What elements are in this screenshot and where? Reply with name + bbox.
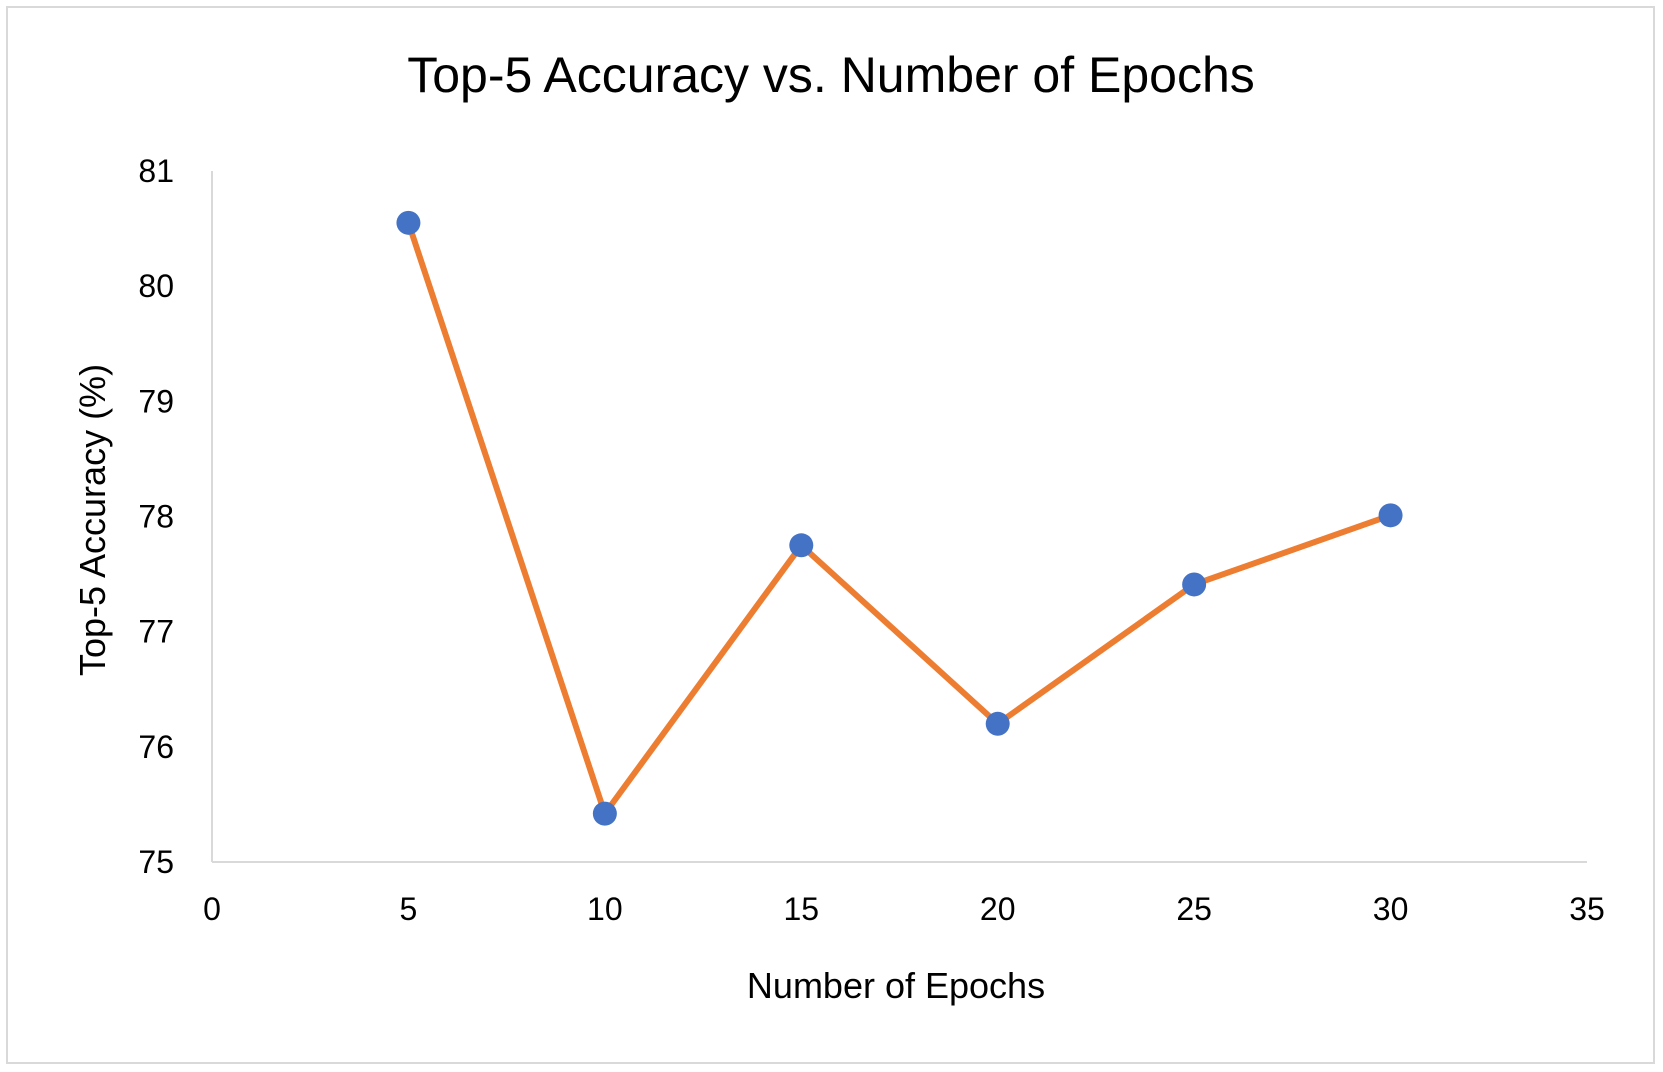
x-tick-label: 20 <box>980 891 1016 927</box>
y-axis-title: Top-5 Accuracy (%) <box>72 364 113 676</box>
x-tick-label: 0 <box>203 891 221 927</box>
x-tick-label: 5 <box>400 891 418 927</box>
y-tick-labels: 75 76 77 78 79 80 81 <box>138 153 174 880</box>
series-points-group <box>396 210 1403 826</box>
y-tick-label: 76 <box>138 729 174 765</box>
axes <box>211 171 1587 863</box>
series-line <box>405 219 1394 817</box>
chart-title: Top-5 Accuracy vs. Number of Epochs <box>407 47 1255 103</box>
data-point <box>985 711 1010 736</box>
x-axis-title: Number of Epochs <box>747 965 1045 1006</box>
data-point <box>396 210 421 235</box>
x-tick-label: 30 <box>1373 891 1409 927</box>
data-point <box>1378 503 1403 528</box>
x-tick-label: 15 <box>783 891 819 927</box>
y-tick-label: 81 <box>138 153 174 189</box>
x-tick-label: 25 <box>1176 891 1212 927</box>
x-tick-label: 35 <box>1569 891 1605 927</box>
chart-frame <box>6 6 1655 1064</box>
y-tick-label: 79 <box>138 383 174 419</box>
x-tick-labels: 0 5 10 15 20 25 30 35 <box>203 891 1605 927</box>
y-tick-label: 75 <box>138 844 174 880</box>
x-tick-label: 10 <box>587 891 623 927</box>
series-line-group <box>405 219 1394 817</box>
data-point <box>592 801 617 826</box>
data-point <box>1182 572 1207 597</box>
y-tick-label: 78 <box>138 499 174 535</box>
y-tick-label: 77 <box>138 614 174 650</box>
y-tick-label: 80 <box>138 268 174 304</box>
data-point <box>789 533 814 558</box>
